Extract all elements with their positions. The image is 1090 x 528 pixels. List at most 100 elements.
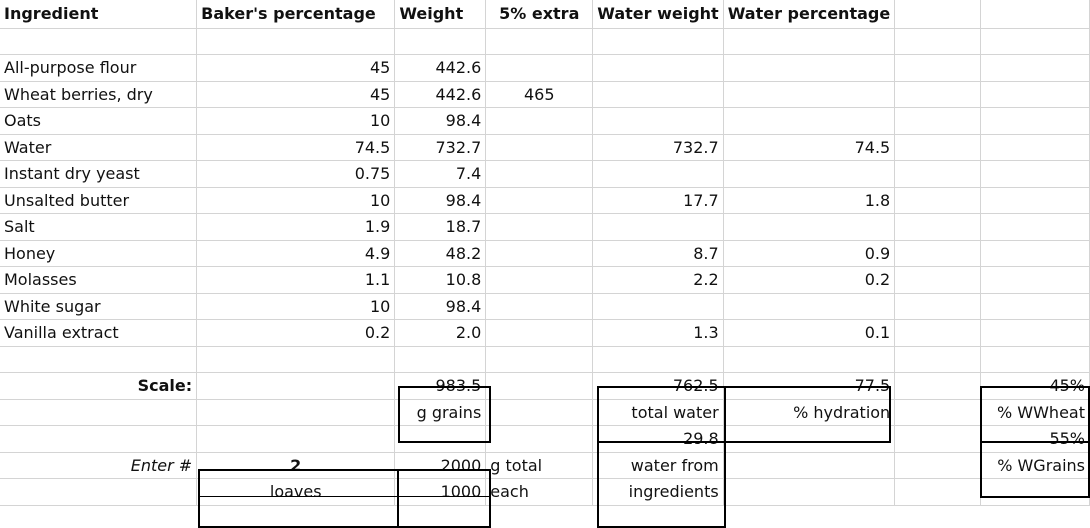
header-water-percentage[interactable]: Water percentage — [722, 0, 896, 29]
water-pct[interactable]: 0.1 — [722, 319, 896, 347]
water-pct[interactable]: 0.2 — [722, 266, 896, 294]
cell[interactable] — [894, 266, 981, 294]
bakers-pct[interactable]: 1.9 — [196, 213, 396, 241]
water-pct[interactable]: 74.5 — [722, 133, 896, 161]
ingredient-name[interactable]: Oats — [0, 107, 198, 135]
cell[interactable] — [196, 425, 396, 453]
weight[interactable]: 2.0 — [394, 319, 487, 347]
extra[interactable] — [485, 319, 594, 347]
cell[interactable] — [894, 54, 981, 82]
ingredient-name[interactable]: Instant dry yeast — [0, 160, 198, 188]
weight[interactable]: 18.7 — [394, 213, 487, 241]
cell[interactable] — [894, 319, 981, 347]
header-weight[interactable]: Weight — [394, 0, 487, 29]
bakers-pct[interactable]: 4.9 — [196, 239, 396, 267]
cell[interactable] — [894, 186, 981, 214]
water-weight[interactable] — [592, 80, 724, 108]
water-pct[interactable] — [722, 54, 896, 82]
extra[interactable] — [485, 133, 594, 161]
bakers-pct[interactable]: 0.2 — [196, 319, 396, 347]
bakers-pct[interactable]: 74.5 — [196, 133, 396, 161]
extra[interactable]: 465 — [485, 80, 594, 108]
header-5pct-extra[interactable]: 5% extra — [485, 0, 594, 29]
each-value[interactable]: 1000 — [394, 478, 487, 506]
water-pct[interactable]: 1.8 — [722, 186, 896, 214]
ingredient-name[interactable]: Wheat berries, dry — [0, 80, 198, 108]
bakers-pct[interactable]: 0.75 — [196, 160, 396, 188]
cell[interactable] — [485, 372, 594, 400]
loaves-count-input[interactable]: 2 — [196, 451, 396, 479]
cell[interactable] — [979, 213, 1090, 241]
cell[interactable] — [196, 372, 396, 400]
extra[interactable] — [485, 266, 594, 294]
cell[interactable] — [979, 186, 1090, 214]
cell[interactable] — [979, 239, 1090, 267]
cell[interactable] — [894, 27, 981, 55]
cell[interactable] — [394, 345, 487, 373]
water-weight[interactable] — [592, 160, 724, 188]
cell[interactable] — [485, 345, 594, 373]
weight[interactable]: 48.2 — [394, 239, 487, 267]
cell[interactable] — [979, 80, 1090, 108]
weight[interactable]: 7.4 — [394, 160, 487, 188]
extra[interactable] — [485, 213, 594, 241]
header-water-weight[interactable]: Water weight — [592, 0, 724, 29]
weight[interactable]: 442.6 — [394, 54, 487, 82]
cell[interactable] — [979, 266, 1090, 294]
ingredient-name[interactable]: Honey — [0, 239, 198, 267]
cell[interactable] — [894, 160, 981, 188]
header-ingredient[interactable]: Ingredient — [0, 0, 198, 29]
grains-value[interactable]: 983.5 — [394, 372, 487, 400]
weight[interactable]: 442.6 — [394, 80, 487, 108]
cell[interactable] — [592, 27, 724, 55]
water-pct[interactable]: 0.9 — [722, 239, 896, 267]
water-pct[interactable] — [722, 213, 896, 241]
cell[interactable] — [894, 239, 981, 267]
cell[interactable] — [894, 425, 981, 453]
water-weight[interactable]: 1.3 — [592, 319, 724, 347]
bakers-pct[interactable]: 1.1 — [196, 266, 396, 294]
extra[interactable] — [485, 292, 594, 320]
cell[interactable] — [979, 478, 1090, 506]
cell[interactable] — [485, 27, 594, 55]
hydration-value[interactable]: 77.5 — [722, 372, 896, 400]
extra[interactable] — [485, 107, 594, 135]
cell[interactable] — [979, 133, 1090, 161]
cell[interactable] — [0, 398, 198, 426]
weight[interactable]: 98.4 — [394, 107, 487, 135]
cell[interactable] — [196, 345, 396, 373]
cell[interactable] — [0, 345, 198, 373]
cell[interactable] — [722, 451, 896, 479]
cell[interactable] — [722, 478, 896, 506]
cell[interactable] — [979, 292, 1090, 320]
cell[interactable] — [894, 107, 981, 135]
water-weight[interactable] — [592, 213, 724, 241]
water-weight[interactable] — [592, 54, 724, 82]
cell[interactable] — [485, 398, 594, 426]
wgrains-value[interactable]: 55% — [979, 425, 1090, 453]
extra[interactable] — [485, 160, 594, 188]
cell[interactable] — [722, 425, 896, 453]
cell[interactable] — [979, 345, 1090, 373]
cell[interactable] — [894, 292, 981, 320]
total-value[interactable]: 2000 — [394, 451, 487, 479]
cell[interactable] — [979, 107, 1090, 135]
total-water-value[interactable]: 762.5 — [592, 372, 724, 400]
water-pct[interactable] — [722, 80, 896, 108]
cell[interactable] — [592, 345, 724, 373]
ingredient-name[interactable]: White sugar — [0, 292, 198, 320]
ingredient-name[interactable]: Salt — [0, 213, 198, 241]
weight[interactable]: 732.7 — [394, 133, 487, 161]
cell[interactable] — [394, 425, 487, 453]
cell[interactable] — [196, 398, 396, 426]
cell[interactable] — [979, 27, 1090, 55]
ingredient-name[interactable]: All-purpose flour — [0, 54, 198, 82]
weight[interactable]: 98.4 — [394, 186, 487, 214]
cell[interactable] — [894, 372, 981, 400]
water-weight[interactable] — [592, 292, 724, 320]
cell[interactable] — [979, 160, 1090, 188]
weight[interactable]: 98.4 — [394, 292, 487, 320]
water-pct[interactable] — [722, 160, 896, 188]
extra[interactable] — [485, 186, 594, 214]
cell[interactable] — [894, 80, 981, 108]
